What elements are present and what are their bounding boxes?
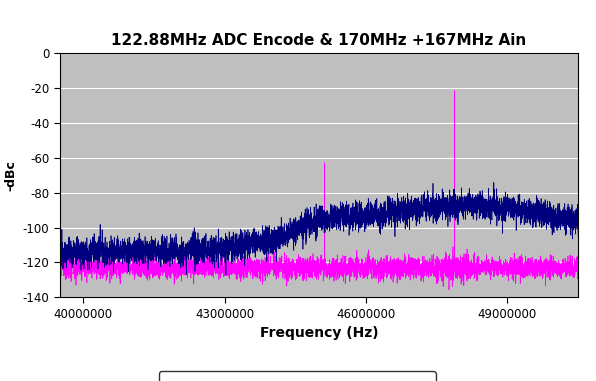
Title: 122.88MHz ADC Encode & 170MHz +167MHz Ain: 122.88MHz ADC Encode & 170MHz +167MHz Ai… xyxy=(111,33,526,48)
X-axis label: Frequency (Hz): Frequency (Hz) xyxy=(259,326,378,340)
Y-axis label: -dBc: -dBc xyxy=(4,160,17,191)
Legend: Blocker Signal w/ Added Phase Noise, Blocker Signal w/o Added Phase Noise: Blocker Signal w/ Added Phase Noise, Blo… xyxy=(159,371,436,381)
